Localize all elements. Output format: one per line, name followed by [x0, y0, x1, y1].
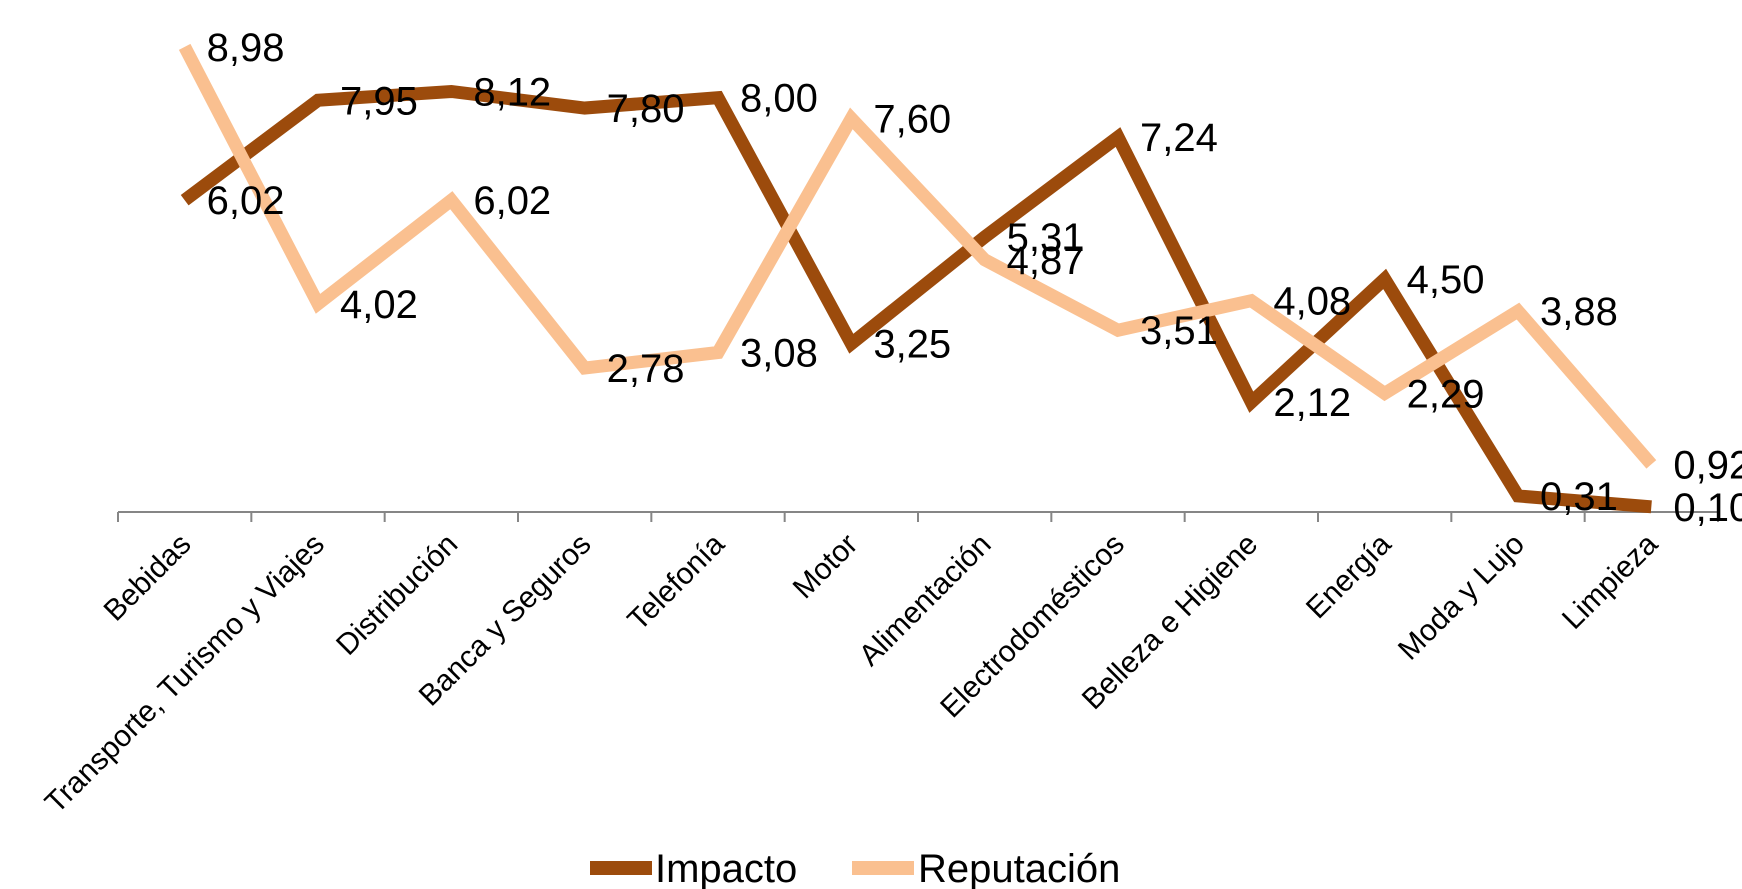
series-layer [178, 43, 1657, 514]
data-label: 7,95 [340, 79, 418, 123]
data-label: 7,24 [1140, 116, 1218, 160]
series-line-reputacion [178, 43, 1657, 469]
data-label: 0,10 [1673, 486, 1742, 530]
category-label: Limpieza [1556, 527, 1664, 635]
data-label: 8,00 [740, 77, 818, 121]
legend: Impacto Reputación [590, 847, 1120, 889]
legend-label-reputacion: Reputación [918, 847, 1120, 889]
data-label: 7,80 [607, 87, 685, 131]
data-label: 4,87 [1007, 239, 1085, 283]
category-label: Energía [1300, 527, 1398, 625]
data-label: 4,08 [1273, 280, 1351, 324]
data-label: 5,31 [1007, 216, 1085, 260]
series-line-impacto [180, 84, 1652, 514]
data-label: 0,92 [1673, 443, 1742, 487]
data-label: 4,50 [1407, 258, 1485, 302]
category-label: Alimentación [853, 528, 998, 673]
category-label: Transporte, Turismo y Viajes [39, 528, 331, 820]
x-axis [117, 511, 1719, 522]
category-label: Telefonía [622, 527, 732, 637]
data-label: 6,02 [473, 179, 551, 223]
data-label: 0,31 [1540, 475, 1618, 519]
data-label: 6,02 [207, 179, 285, 223]
data-label: 2,78 [607, 347, 685, 391]
data-label: 3,08 [740, 331, 818, 375]
category-label: Motor [787, 528, 865, 606]
data-label: 8,12 [473, 70, 551, 114]
category-label: Bebidas [98, 528, 198, 628]
category-label: Distribución [330, 528, 464, 662]
data-label: 2,12 [1273, 381, 1351, 425]
legend-label-impacto: Impacto [655, 847, 797, 889]
data-labels: 6,02 7,95 8,12 7,80 8,00 3,25 5,31 7,24 2,12 4,50… [207, 26, 1742, 530]
data-label: 2,29 [1407, 372, 1485, 416]
data-label: 4,02 [340, 283, 418, 327]
data-label: 3,88 [1540, 290, 1618, 334]
data-label: 7,60 [873, 97, 951, 141]
category-label: Moda y Lujo [1392, 528, 1531, 667]
data-label: 3,51 [1140, 309, 1218, 353]
data-label: 8,98 [207, 26, 285, 70]
data-label: 3,25 [873, 323, 951, 367]
